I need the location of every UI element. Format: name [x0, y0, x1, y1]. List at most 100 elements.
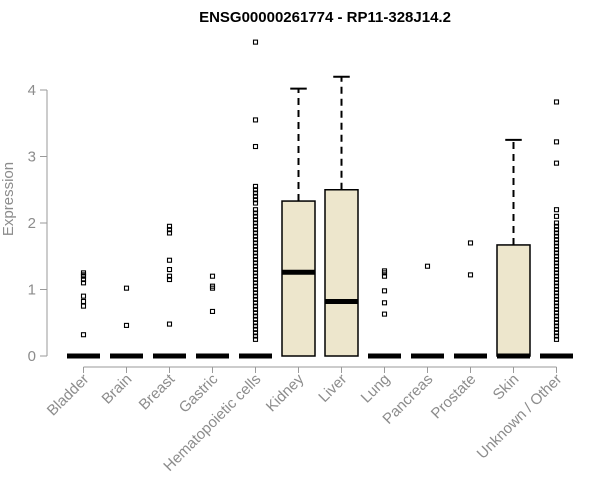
outlier-point [553, 240, 560, 246]
outlier-point [252, 183, 259, 189]
outlier-point [553, 250, 560, 256]
category-label: Skin [490, 371, 523, 404]
outlier-point [553, 326, 560, 332]
outlier-point [252, 313, 259, 319]
outlier-point [252, 190, 259, 196]
outlier-point [553, 280, 560, 286]
outlier-point [553, 233, 560, 239]
chart-title: ENSG00000261774 - RP11-328J14.2 [199, 9, 451, 26]
outlier-point [553, 99, 560, 105]
box-body [324, 189, 359, 357]
outlier-point [252, 336, 259, 342]
box-brain [110, 285, 143, 359]
outlier-point [252, 330, 259, 336]
outlier-point [381, 288, 388, 294]
outlier-point [553, 276, 560, 283]
box-gastric [196, 273, 229, 359]
outlier-point [553, 273, 560, 279]
outlier-point [252, 310, 259, 316]
outlier-point [553, 286, 560, 293]
outlier-point [252, 283, 259, 289]
outlier-point [553, 303, 560, 309]
outlier-point [553, 253, 560, 259]
outlier-point [252, 253, 259, 259]
y-tick-label: 1 [28, 282, 36, 299]
category-label: Kidney [263, 370, 308, 415]
outlier-point [252, 296, 259, 303]
outlier-point [553, 263, 560, 269]
box-body [496, 244, 531, 357]
outlier-point [252, 257, 259, 263]
outlier-point [80, 298, 87, 305]
outlier-point [553, 323, 560, 329]
outlier-point [252, 266, 259, 273]
outlier-point [553, 270, 560, 276]
box-pancreas [411, 263, 444, 359]
outlier-point [553, 243, 560, 249]
outlier-point [553, 213, 560, 219]
outlier-point [553, 257, 560, 263]
outlier-point [252, 326, 259, 332]
outlier-point [80, 280, 87, 286]
outlier-point [252, 230, 259, 236]
outlier-point [252, 290, 259, 296]
box-prostate [454, 240, 487, 359]
y-tick-label: 3 [28, 149, 36, 166]
outlier-point [166, 223, 173, 229]
box-liver [324, 75, 359, 357]
outlier-point [553, 296, 560, 303]
outlier-point [166, 321, 173, 327]
outlier-point [553, 293, 560, 299]
outlier-point [553, 300, 560, 306]
outlier-point [424, 263, 431, 269]
box-breast [153, 223, 186, 359]
outlier-point [467, 240, 474, 246]
outlier-point [252, 210, 259, 216]
outlier-point [553, 227, 560, 233]
outlier-point [553, 320, 560, 326]
outlier-point [80, 270, 87, 276]
box-lung [368, 268, 401, 359]
outlier-point [553, 290, 560, 296]
outlier-point [467, 272, 474, 278]
outlier-point [252, 276, 259, 283]
outlier-point [553, 247, 560, 253]
category-label: Brain [99, 371, 136, 408]
outlier-point [252, 316, 259, 322]
outlier-point [553, 160, 560, 166]
outlier-point [252, 260, 259, 266]
outlier-point [252, 217, 259, 223]
outlier-point [252, 197, 259, 203]
box-body [281, 200, 316, 357]
outlier-point [553, 260, 560, 266]
outlier-point [553, 316, 560, 322]
outlier-point [553, 330, 560, 336]
category-label: Liver [315, 371, 350, 406]
outlier-point [252, 323, 259, 329]
outlier-point [553, 139, 560, 145]
box-hematopoietic-cells [239, 39, 272, 359]
outlier-point [381, 268, 388, 274]
outlier-point [252, 117, 259, 123]
outlier-point [381, 311, 388, 317]
outlier-point [252, 207, 259, 213]
outlier-point [553, 223, 560, 229]
outlier-point [252, 200, 259, 206]
outlier-point [252, 240, 259, 246]
outlier-point [252, 187, 259, 193]
outlier-point [252, 250, 259, 256]
category-label: Breast [136, 370, 179, 413]
outlier-point [252, 303, 259, 309]
y-axis-label: Expression [0, 162, 17, 236]
outlier-point [553, 313, 560, 319]
outlier-point [80, 293, 87, 299]
outlier-point [252, 306, 259, 313]
outlier-point [553, 237, 560, 243]
outlier-point [209, 308, 216, 314]
outlier-point [123, 322, 130, 328]
outlier-point [553, 207, 560, 213]
outlier-point [252, 213, 259, 219]
outlier-point [252, 300, 259, 306]
outlier-point [252, 280, 259, 286]
